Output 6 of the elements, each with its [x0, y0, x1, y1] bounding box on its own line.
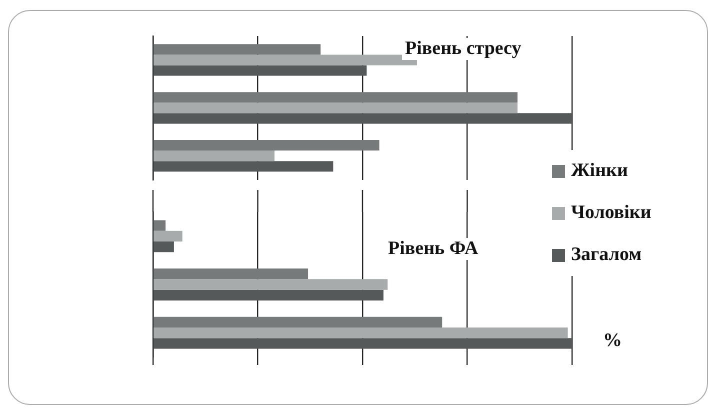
chart-title: Рівень стресу	[402, 38, 524, 60]
text: %	[600, 330, 625, 352]
legend-label: Загалом	[571, 244, 642, 266]
text: Рівень ФА	[385, 238, 482, 260]
legend-label: Чоловіки	[571, 202, 652, 224]
legend-label: Жінки	[571, 160, 628, 182]
